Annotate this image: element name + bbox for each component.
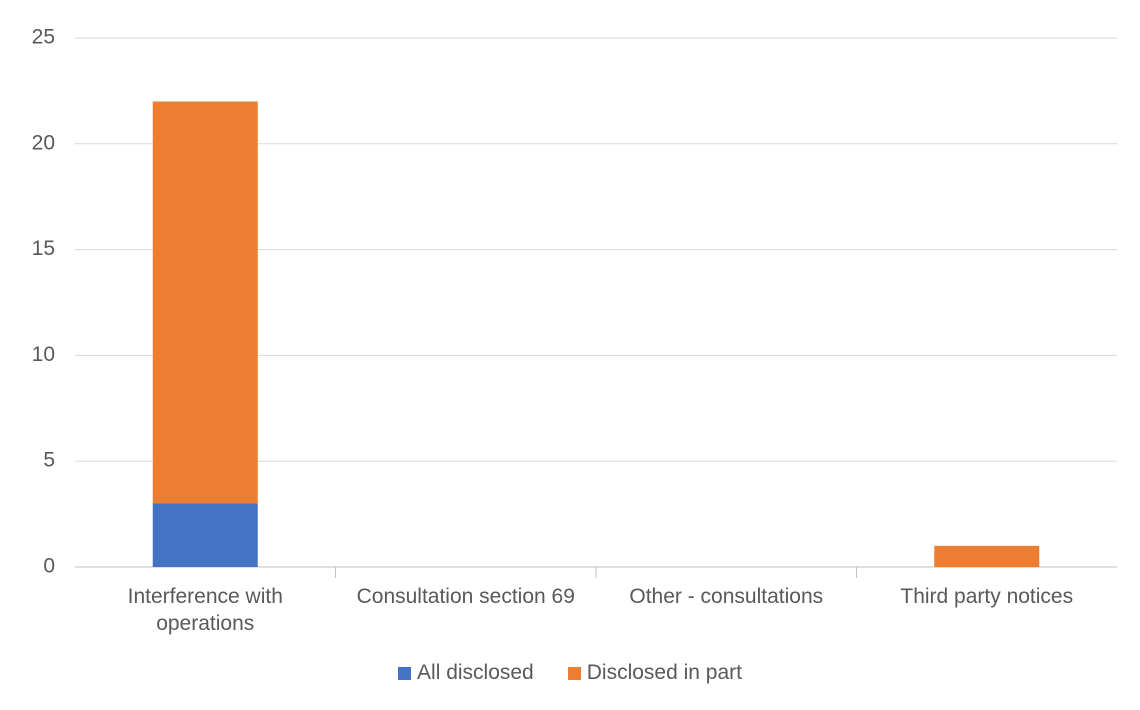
x-tick-label: Interference with operations [127, 585, 283, 635]
legend: All disclosed Disclosed in part [0, 661, 1140, 685]
y-tick-label: 20 [32, 131, 55, 154]
legend-item: Disclosed in part [567, 661, 742, 685]
x-tick-label: Third party notices [900, 585, 1074, 608]
x-tick-label: Consultation section 69 [356, 585, 575, 608]
legend-swatch [398, 666, 412, 680]
legend-item: All disclosed [398, 661, 534, 685]
y-tick-label: 5 [43, 449, 55, 472]
bar-segment [152, 503, 258, 567]
x-tick-label: Other - consultations [629, 585, 824, 608]
bar-segment [934, 545, 1040, 567]
legend-label: Disclosed in part [586, 661, 742, 684]
y-tick-label: 15 [32, 237, 55, 260]
y-tick-label: 10 [32, 343, 55, 366]
legend-label: All disclosed [417, 661, 534, 684]
y-tick-label: 25 [32, 26, 55, 49]
bar-segment [152, 101, 258, 504]
y-tick-label: 0 [43, 555, 55, 578]
legend-swatch [567, 666, 581, 680]
